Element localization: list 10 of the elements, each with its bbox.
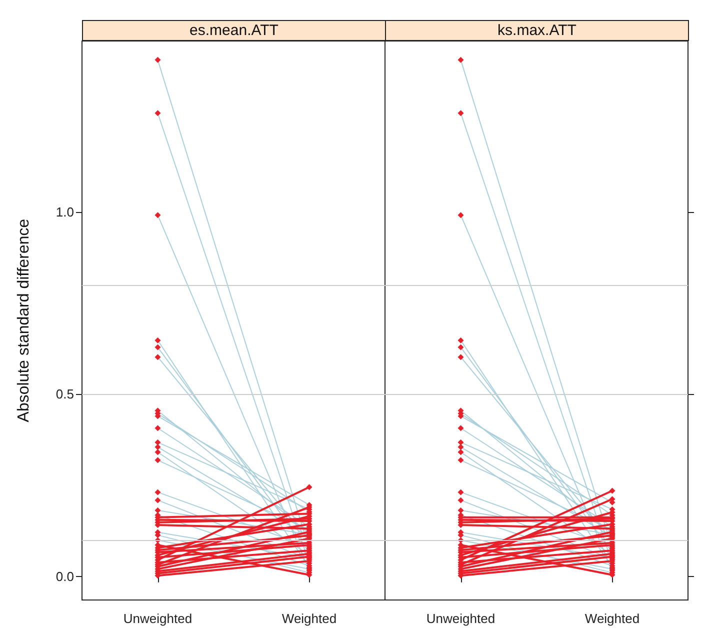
chart-title: es.mean.ATT: [82, 20, 386, 41]
x-tick-label: Weighted: [584, 611, 640, 626]
chart-title: ks.max.ATT: [385, 20, 689, 41]
y-tick-label: 1.0: [56, 204, 74, 220]
y-tick-label: 0.0: [56, 568, 74, 584]
x-tick-label: Weighted: [282, 611, 337, 626]
x-tick-label: Unweighted: [426, 611, 496, 626]
x-tick-label: Unweighted: [123, 611, 192, 626]
y-axis-title: Absolute standard difference: [16, 218, 32, 422]
y-tick-label: 0.5: [56, 386, 74, 402]
